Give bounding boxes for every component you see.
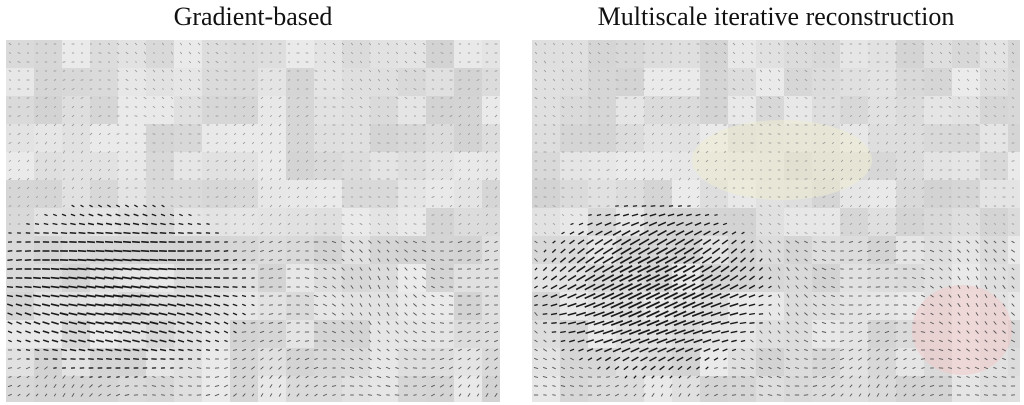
- vector-arrows: [533, 42, 1016, 398]
- field-texture: [6, 40, 500, 402]
- vector-field-plot-left: [6, 40, 500, 402]
- panel-title-gradient-based: Gradient-based: [173, 2, 333, 31]
- panel-title-multiscale-iterative: Multiscale iterative reconstruction: [597, 2, 955, 31]
- vector-field-gradient-based: [6, 40, 500, 402]
- color-accent: [692, 120, 872, 200]
- vector-field-plot-right: [532, 40, 1020, 402]
- vector-arrows: [6, 42, 499, 398]
- vector-field-multiscale-iterative: [532, 40, 1020, 402]
- color-accent: [912, 285, 1012, 375]
